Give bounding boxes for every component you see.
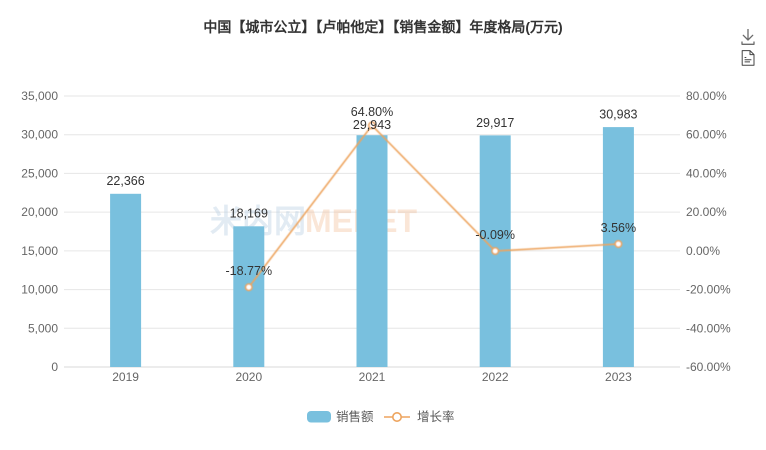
svg-text:20,000: 20,000 bbox=[21, 205, 58, 219]
svg-text:0: 0 bbox=[51, 360, 58, 374]
svg-text:2020: 2020 bbox=[235, 370, 262, 384]
svg-text:15,000: 15,000 bbox=[21, 244, 58, 258]
svg-text:2019: 2019 bbox=[112, 370, 139, 384]
svg-text:2022: 2022 bbox=[482, 370, 509, 384]
svg-text:80.00%: 80.00% bbox=[686, 89, 727, 103]
svg-text:30,000: 30,000 bbox=[21, 128, 58, 142]
svg-text:30,983: 30,983 bbox=[599, 108, 637, 122]
svg-text:22,366: 22,366 bbox=[106, 174, 144, 188]
svg-text:5,000: 5,000 bbox=[28, 321, 58, 335]
svg-text:25,000: 25,000 bbox=[21, 166, 58, 180]
svg-text:10,000: 10,000 bbox=[21, 283, 58, 297]
svg-text:40.00%: 40.00% bbox=[686, 166, 727, 180]
svg-text:64.80%: 64.80% bbox=[351, 105, 393, 119]
svg-text:增长率: 增长率 bbox=[417, 409, 455, 424]
svg-text:29,917: 29,917 bbox=[476, 116, 514, 130]
svg-text:-60.00%: -60.00% bbox=[686, 360, 731, 374]
svg-text:3.56%: 3.56% bbox=[601, 221, 636, 235]
svg-text:-20.00%: -20.00% bbox=[686, 283, 731, 297]
svg-text:35,000: 35,000 bbox=[21, 89, 58, 103]
svg-text:60.00%: 60.00% bbox=[686, 128, 727, 142]
svg-text:20.00%: 20.00% bbox=[686, 205, 727, 219]
svg-text:18,169: 18,169 bbox=[230, 207, 268, 221]
svg-text:29,943: 29,943 bbox=[353, 118, 391, 132]
svg-text:-18.77%: -18.77% bbox=[226, 264, 273, 278]
svg-text:0.00%: 0.00% bbox=[686, 244, 720, 258]
svg-text:-0.09%: -0.09% bbox=[475, 228, 515, 242]
svg-text:销售额: 销售额 bbox=[336, 409, 374, 424]
svg-text:2023: 2023 bbox=[605, 370, 632, 384]
svg-text:2021: 2021 bbox=[359, 370, 386, 384]
svg-text:-40.00%: -40.00% bbox=[686, 321, 731, 335]
